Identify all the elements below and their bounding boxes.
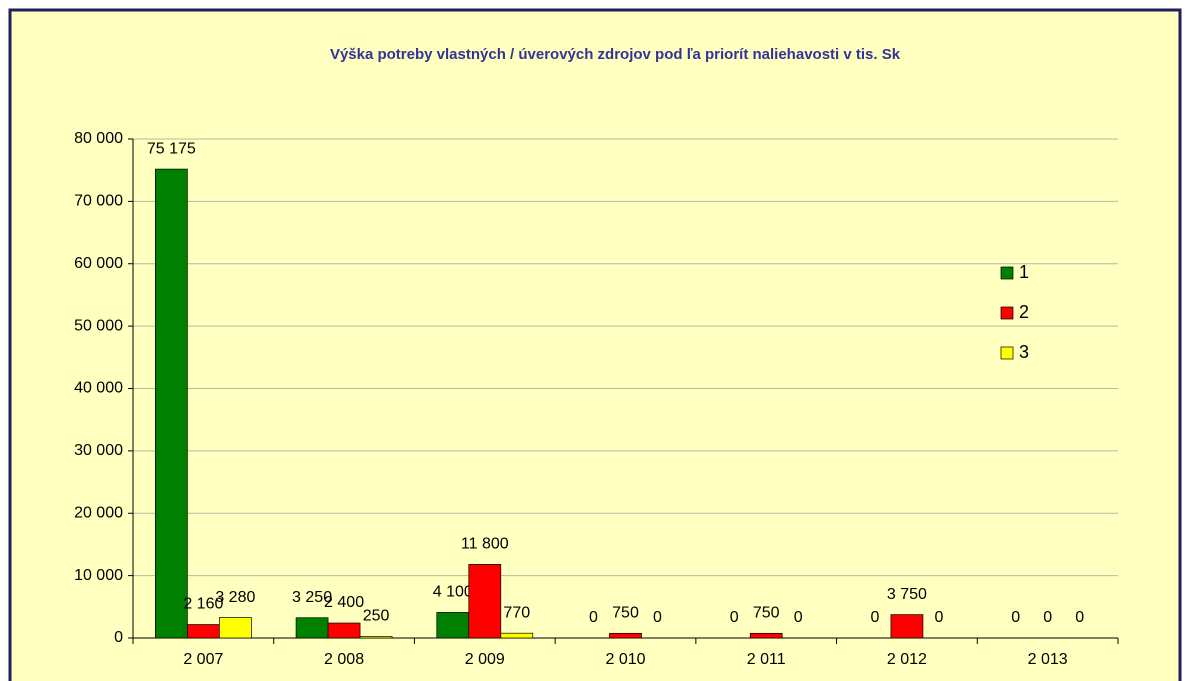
x-tick-label: 2 008: [324, 651, 364, 668]
y-tick-label: 60 000: [74, 255, 123, 272]
y-tick-label: 20 000: [74, 504, 123, 521]
value-label: 3 250: [292, 589, 332, 606]
bar: [327, 622, 361, 639]
bar: [500, 632, 534, 639]
legend-label: 1: [1019, 262, 1029, 282]
value-label: 750: [753, 605, 780, 622]
value-label: 0: [1043, 609, 1052, 626]
value-label: 0: [870, 609, 879, 626]
value-label: 770: [503, 604, 530, 621]
value-label: 0: [1075, 609, 1084, 626]
value-label: 0: [794, 609, 803, 626]
bar: [359, 636, 393, 639]
value-label: 11 800: [461, 536, 509, 553]
legend-swatch: [1000, 266, 1014, 280]
value-label: 250: [363, 608, 390, 625]
value-label: 0: [730, 609, 739, 626]
value-label: 750: [612, 605, 639, 622]
bar: [295, 617, 329, 639]
value-label: 0: [653, 609, 662, 626]
value-label: 4 100: [433, 584, 473, 601]
y-tick-label: 0: [114, 629, 123, 646]
value-label: 0: [934, 609, 943, 626]
y-tick-label: 10 000: [74, 567, 123, 584]
bar: [436, 612, 470, 639]
bar: [468, 564, 502, 639]
value-label: 3 750: [887, 586, 927, 603]
y-tick-label: 30 000: [74, 442, 123, 459]
bar: [155, 168, 188, 639]
bar: [187, 624, 220, 639]
legend-label: 2: [1019, 302, 1029, 322]
value-label: 75 175: [147, 140, 196, 157]
x-tick-label: 2 013: [1028, 651, 1068, 668]
value-label: 3 280: [215, 589, 255, 606]
bar: [890, 614, 924, 639]
chart-title: Výška potreby vlastných / úverových zdro…: [330, 46, 901, 63]
value-label: 2 160: [183, 596, 223, 613]
bar: [609, 632, 642, 639]
y-tick-label: 40 000: [74, 380, 123, 397]
chart-frame: [8, 8, 1182, 681]
legend-label: 3: [1019, 342, 1029, 362]
value-label: 0: [589, 609, 598, 626]
y-tick-label: 50 000: [74, 317, 123, 334]
value-label: 0: [1011, 609, 1020, 626]
y-tick-label: 70 000: [74, 193, 123, 210]
legend-swatch: [1000, 306, 1014, 320]
x-tick-label: 2 011: [747, 651, 786, 668]
y-tick-label: 80 000: [74, 130, 123, 147]
bar: [749, 632, 783, 639]
legend-swatch: [1000, 346, 1014, 360]
value-label: 2 400: [324, 594, 364, 611]
x-tick-label: 2 007: [183, 651, 223, 668]
x-tick-label: 2 010: [605, 651, 645, 668]
x-tick-label: 2 012: [887, 651, 927, 668]
bar: [219, 617, 252, 639]
x-tick-label: 2 009: [465, 651, 505, 668]
